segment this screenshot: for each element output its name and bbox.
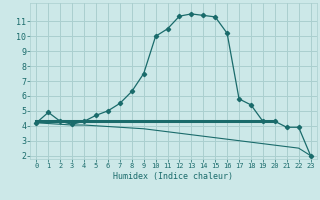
X-axis label: Humidex (Indice chaleur): Humidex (Indice chaleur) — [114, 172, 234, 181]
